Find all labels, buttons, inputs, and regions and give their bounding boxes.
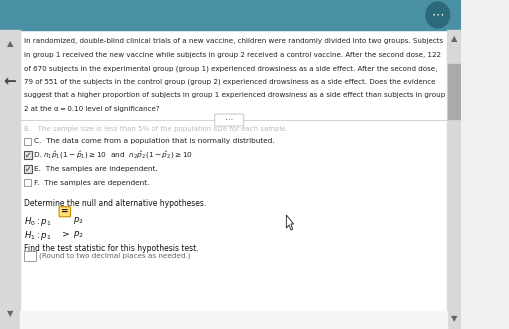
Text: C.  The data come from a population that is normally distributed.: C. The data come from a population that …: [34, 139, 274, 144]
Text: 79 of 551 of the subjects in the control group (group 2) experienced drowsiness : 79 of 551 of the subjects in the control…: [24, 79, 436, 85]
FancyBboxPatch shape: [59, 207, 71, 217]
Text: >: >: [62, 229, 69, 238]
Text: Determine the null and alternative hypotheses.: Determine the null and alternative hypot…: [24, 199, 207, 208]
Text: ▼: ▼: [7, 310, 13, 318]
Text: In randomized, double-blind clinical trials of a new vaccine, children were rand: In randomized, double-blind clinical tri…: [24, 38, 444, 44]
Text: 2 at the α = 0.10 level of significance?: 2 at the α = 0.10 level of significance?: [24, 106, 160, 112]
Text: suggest that a higher proportion of subjects in group 1 experienced drowsiness a: suggest that a higher proportion of subj…: [24, 92, 446, 98]
Text: $p_2$: $p_2$: [72, 215, 83, 226]
Bar: [0, 30, 20, 329]
Text: ▲: ▲: [7, 39, 13, 48]
Bar: [24, 138, 31, 145]
Text: $H_1: p_1$: $H_1: p_1$: [24, 229, 52, 242]
Text: $n_1\hat{p}_1(1-\hat{p}_1) \geq 10$  and  $n_2\hat{p}_2(1-\hat{p}_2) \geq 10$: $n_1\hat{p}_1(1-\hat{p}_1) \geq 10$ and …: [43, 149, 192, 161]
Bar: [20, 311, 447, 329]
Bar: [448, 64, 461, 119]
Bar: [24, 251, 36, 261]
Circle shape: [426, 2, 449, 28]
Bar: [24, 165, 32, 173]
Bar: [447, 30, 461, 329]
Text: F.  The samples are dependent.: F. The samples are dependent.: [34, 180, 149, 186]
Text: $H_0: p_1$: $H_0: p_1$: [24, 215, 52, 228]
Text: ✓: ✓: [25, 164, 31, 173]
Text: =: =: [61, 207, 69, 216]
Text: of 670 subjects in the experimental group (group 1) experienced drowsiness as a : of 670 subjects in the experimental grou…: [24, 65, 438, 71]
Text: ▲: ▲: [451, 35, 457, 43]
Text: ⋯: ⋯: [432, 9, 444, 21]
Text: E.  The samples are independent.: E. The samples are independent.: [34, 166, 157, 172]
Polygon shape: [287, 215, 294, 230]
Text: (Round to two decimal places as needed.): (Round to two decimal places as needed.): [39, 252, 190, 259]
Text: Find the test statistic for this hypothesis test.: Find the test statistic for this hypothe…: [24, 244, 199, 253]
Bar: [24, 151, 32, 159]
Text: in group 1 received the new vaccine while subjects in group 2 received a control: in group 1 received the new vaccine whil…: [24, 52, 441, 58]
Text: D.: D.: [34, 152, 46, 158]
Text: ✓: ✓: [25, 150, 31, 160]
Bar: [0, 0, 461, 30]
Text: ⋯: ⋯: [225, 115, 234, 124]
FancyBboxPatch shape: [215, 114, 244, 126]
Text: ←: ←: [4, 73, 16, 89]
Bar: [24, 179, 31, 186]
Text: B.   The sample size is less than 5% of the population size for each sample.: B. The sample size is less than 5% of th…: [24, 126, 288, 132]
Text: $p_2$: $p_2$: [72, 229, 83, 240]
Text: ▼: ▼: [451, 315, 457, 323]
